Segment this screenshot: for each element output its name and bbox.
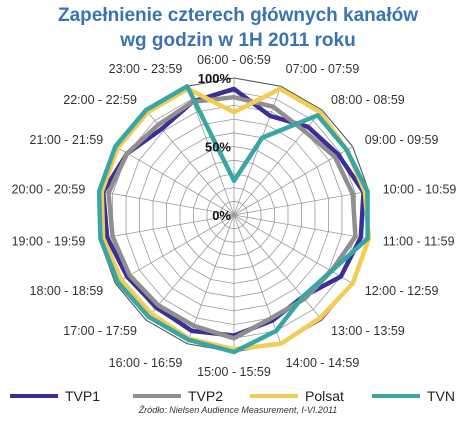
radial-tick-label: 50% <box>205 140 231 155</box>
legend-label: TVP2 <box>188 388 224 404</box>
spoke <box>186 214 235 344</box>
legend: TVP1 TVP2 Polsat TVN <box>0 386 476 406</box>
category-label: 07:00 - 07:59 <box>286 62 360 76</box>
legend-swatch <box>250 394 298 398</box>
legend-item-tvp2: TVP2 <box>133 386 223 406</box>
chart-title-line-1: Zapełnienie czterech głównych kanałów <box>57 5 419 26</box>
legend-swatch <box>10 394 58 398</box>
category-label: 15:00 - 15:59 <box>197 365 271 379</box>
category-label: 22:00 - 22:59 <box>63 93 137 107</box>
legend-label: TVP1 <box>65 388 101 404</box>
legend-swatch <box>133 394 181 398</box>
category-label: 16:00 - 16:59 <box>109 356 183 370</box>
category-label: 06:00 - 06:59 <box>197 53 271 67</box>
spoke <box>186 86 235 216</box>
chart-title: Zapełnienie czterech głównych kanałów wg… <box>0 3 476 53</box>
spoke <box>233 214 369 240</box>
category-label: 08:00 - 08:59 <box>331 93 405 107</box>
spoke <box>115 146 235 216</box>
category-label: 13:00 - 13:59 <box>331 324 405 338</box>
category-label: 10:00 - 10:59 <box>383 182 457 196</box>
spoke <box>233 190 369 216</box>
category-label: 11:00 - 11:59 <box>383 235 455 249</box>
legend-label: Polsat <box>305 388 344 404</box>
source-note: Źródło: Nielsen Audience Measurement, I-… <box>138 405 338 415</box>
series-layer <box>96 84 372 355</box>
legend-item-tvn: TVN <box>372 386 455 406</box>
category-label: 17:00 - 17:59 <box>63 324 137 338</box>
category-label: 21:00 - 21:59 <box>30 133 104 147</box>
spoke <box>115 214 235 284</box>
legend-item-tvp1: TVP1 <box>10 386 100 406</box>
legend-swatch <box>372 394 420 398</box>
legend-label: TVN <box>427 388 455 404</box>
category-label: 12:00 - 12:59 <box>365 284 439 298</box>
legend-item-polsat: Polsat <box>250 386 344 406</box>
category-label: 19:00 - 19:59 <box>12 235 86 249</box>
category-label: 18:00 - 18:59 <box>30 284 104 298</box>
spoke <box>145 214 235 321</box>
spoke <box>99 214 235 240</box>
series-tvn-line <box>96 84 370 355</box>
spoke <box>99 190 235 216</box>
radial-tick-label: 0% <box>212 208 231 223</box>
category-label: 14:00 - 14:59 <box>286 356 360 370</box>
chart-title-line-2: wg godzin w 1H 2011 roku <box>120 30 356 51</box>
category-label: 20:00 - 20:59 <box>12 182 86 196</box>
category-label: 09:00 - 09:59 <box>365 133 439 147</box>
series-tvp2-line <box>106 94 358 341</box>
radial-tick-label: 100% <box>198 71 232 86</box>
spoke <box>233 214 323 321</box>
category-label: 23:00 - 23:59 <box>109 62 183 76</box>
label-layer: 06:00 - 06:59 07:00 - 07:59 08:00 - 08:59 0… <box>12 53 457 379</box>
